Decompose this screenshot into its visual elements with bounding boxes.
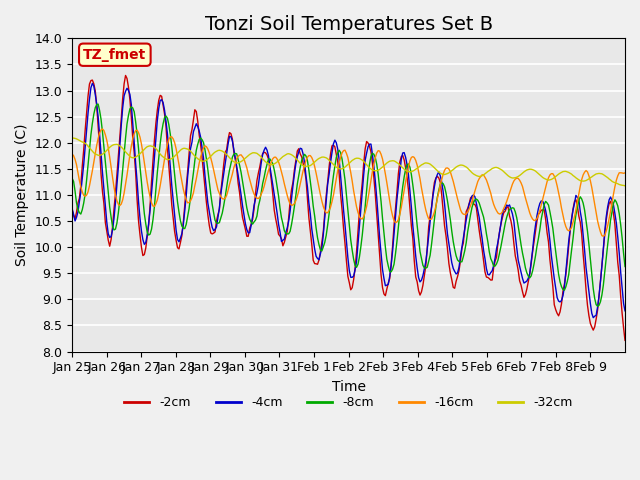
-16cm [621,170,629,176]
-16cm [68,151,76,157]
Line: -8cm: -8cm [72,104,625,306]
-16cm [99,126,106,132]
Line: -2cm: -2cm [72,75,625,340]
-4cm [589,315,597,321]
-16cm [600,233,607,239]
Text: TZ_fmet: TZ_fmet [83,48,147,62]
-32cm [68,135,76,141]
-32cm [106,144,113,150]
-16cm [546,172,554,178]
-2cm [68,207,76,213]
-8cm [594,303,602,309]
-32cm [88,148,96,154]
-2cm [87,78,95,84]
-16cm [106,154,113,160]
-32cm [546,177,554,183]
-4cm [464,209,472,215]
-2cm [464,205,472,211]
-4cm [68,206,76,212]
-8cm [106,204,113,210]
-32cm [464,165,472,171]
-2cm [618,310,626,316]
-16cm [620,170,627,176]
-16cm [464,209,472,215]
-8cm [621,264,629,269]
-4cm [546,238,554,244]
-8cm [94,101,102,107]
-2cm [104,237,112,243]
-8cm [464,229,472,235]
X-axis label: Time: Time [332,380,365,394]
-32cm [618,182,626,188]
Line: -32cm: -32cm [72,138,625,186]
-8cm [68,176,76,181]
Title: Tonzi Soil Temperatures Set B: Tonzi Soil Temperatures Set B [205,15,493,34]
-2cm [621,337,629,343]
-8cm [620,250,627,256]
-32cm [354,156,362,161]
-4cm [620,300,627,306]
-8cm [354,262,362,267]
Line: -4cm: -4cm [72,84,625,318]
-2cm [546,257,554,263]
-4cm [88,81,96,86]
-8cm [87,132,95,138]
-8cm [546,209,554,215]
-16cm [87,176,95,181]
-32cm [621,183,629,189]
-16cm [354,209,362,215]
-2cm [354,229,362,235]
Y-axis label: Soil Temperature (C): Soil Temperature (C) [15,124,29,266]
-32cm [70,135,77,141]
Legend: -2cm, -4cm, -8cm, -16cm, -32cm: -2cm, -4cm, -8cm, -16cm, -32cm [120,391,578,414]
-4cm [106,235,113,240]
Line: -16cm: -16cm [72,129,625,236]
-4cm [354,241,362,247]
-4cm [621,308,629,314]
-2cm [122,72,129,78]
-4cm [87,85,95,91]
